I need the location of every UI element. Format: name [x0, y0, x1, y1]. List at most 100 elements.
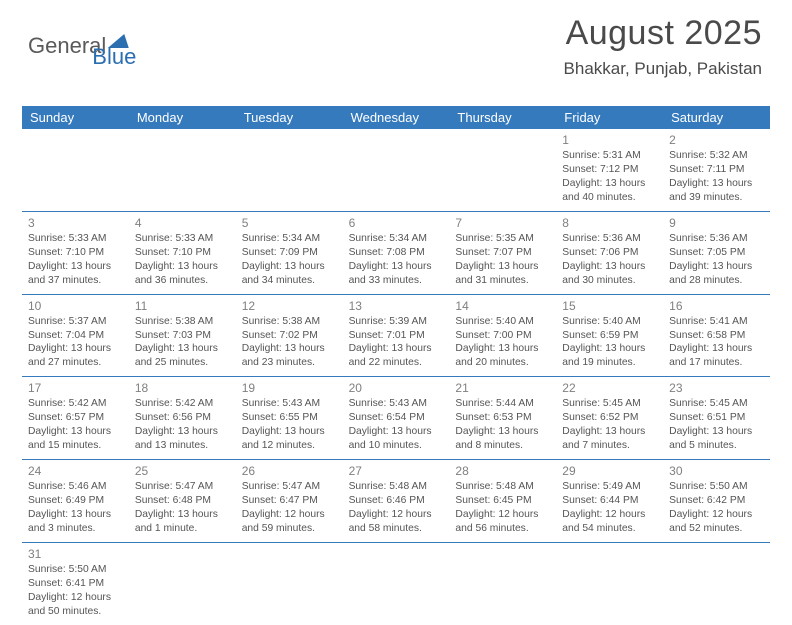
day-number: 1 — [562, 132, 657, 148]
calendar-cell: 21Sunrise: 5:44 AMSunset: 6:53 PMDayligh… — [449, 377, 556, 460]
calendar-cell: 29Sunrise: 5:49 AMSunset: 6:44 PMDayligh… — [556, 460, 663, 543]
day-number: 21 — [455, 380, 550, 396]
day-detail-line: Daylight: 12 hours — [349, 508, 444, 522]
day-detail-line: Sunset: 7:00 PM — [455, 329, 550, 343]
day-detail-line: and 31 minutes. — [455, 274, 550, 288]
calendar-cell: 6Sunrise: 5:34 AMSunset: 7:08 PMDaylight… — [343, 212, 450, 295]
day-detail-line: Sunset: 6:42 PM — [669, 494, 764, 508]
calendar-cell: 15Sunrise: 5:40 AMSunset: 6:59 PMDayligh… — [556, 295, 663, 378]
day-number: 8 — [562, 215, 657, 231]
day-detail-line: and 13 minutes. — [135, 439, 230, 453]
day-detail-line: Sunrise: 5:42 AM — [135, 397, 230, 411]
day-detail-line: Daylight: 13 hours — [135, 425, 230, 439]
day-detail-line: Sunset: 7:11 PM — [669, 163, 764, 177]
day-number: 16 — [669, 298, 764, 314]
day-detail-line: Daylight: 13 hours — [28, 260, 123, 274]
calendar-cell: 17Sunrise: 5:42 AMSunset: 6:57 PMDayligh… — [22, 377, 129, 460]
day-detail-line: and 37 minutes. — [28, 274, 123, 288]
calendar-cell: 23Sunrise: 5:45 AMSunset: 6:51 PMDayligh… — [663, 377, 770, 460]
day-detail-line: Sunrise: 5:36 AM — [562, 232, 657, 246]
calendar-cell: 11Sunrise: 5:38 AMSunset: 7:03 PMDayligh… — [129, 295, 236, 378]
weekday-header: Friday — [556, 106, 663, 129]
weekday-header: Tuesday — [236, 106, 343, 129]
day-detail-line: Sunrise: 5:41 AM — [669, 315, 764, 329]
day-number: 6 — [349, 215, 444, 231]
calendar: Sunday Monday Tuesday Wednesday Thursday… — [22, 106, 770, 625]
day-detail-line: Sunrise: 5:46 AM — [28, 480, 123, 494]
day-detail-line: Sunrise: 5:50 AM — [28, 563, 123, 577]
day-detail-line: Sunset: 6:51 PM — [669, 411, 764, 425]
day-detail-line: Daylight: 13 hours — [455, 342, 550, 356]
day-detail-line: Sunrise: 5:47 AM — [242, 480, 337, 494]
calendar-cell — [129, 543, 236, 625]
calendar-cell: 20Sunrise: 5:43 AMSunset: 6:54 PMDayligh… — [343, 377, 450, 460]
day-detail-line: and 19 minutes. — [562, 356, 657, 370]
day-detail-line: Sunrise: 5:43 AM — [349, 397, 444, 411]
calendar-cell: 16Sunrise: 5:41 AMSunset: 6:58 PMDayligh… — [663, 295, 770, 378]
day-detail-line: Sunset: 6:48 PM — [135, 494, 230, 508]
day-detail-line: Daylight: 13 hours — [669, 260, 764, 274]
day-detail-line: Daylight: 13 hours — [28, 425, 123, 439]
day-detail-line: Sunset: 7:03 PM — [135, 329, 230, 343]
day-detail-line: and 33 minutes. — [349, 274, 444, 288]
calendar-cell: 1Sunrise: 5:31 AMSunset: 7:12 PMDaylight… — [556, 129, 663, 212]
day-detail-line: Sunset: 6:57 PM — [28, 411, 123, 425]
day-detail-line: and 58 minutes. — [349, 522, 444, 536]
day-detail-line: and 20 minutes. — [455, 356, 550, 370]
day-detail-line: Daylight: 13 hours — [562, 425, 657, 439]
calendar-cell: 25Sunrise: 5:47 AMSunset: 6:48 PMDayligh… — [129, 460, 236, 543]
day-detail-line: Sunset: 6:45 PM — [455, 494, 550, 508]
day-number: 4 — [135, 215, 230, 231]
day-detail-line: and 34 minutes. — [242, 274, 337, 288]
day-detail-line: and 1 minute. — [135, 522, 230, 536]
calendar-body: 1Sunrise: 5:31 AMSunset: 7:12 PMDaylight… — [22, 129, 770, 625]
day-detail-line: Daylight: 13 hours — [562, 260, 657, 274]
calendar-cell — [663, 543, 770, 625]
day-detail-line: and 15 minutes. — [28, 439, 123, 453]
calendar-cell — [236, 129, 343, 212]
day-number: 14 — [455, 298, 550, 314]
day-number: 28 — [455, 463, 550, 479]
day-detail-line: Sunset: 6:47 PM — [242, 494, 337, 508]
day-detail-line: and 52 minutes. — [669, 522, 764, 536]
day-detail-line: Sunrise: 5:35 AM — [455, 232, 550, 246]
day-number: 19 — [242, 380, 337, 396]
calendar-cell: 19Sunrise: 5:43 AMSunset: 6:55 PMDayligh… — [236, 377, 343, 460]
day-number: 13 — [349, 298, 444, 314]
day-detail-line: Sunset: 7:08 PM — [349, 246, 444, 260]
calendar-cell: 22Sunrise: 5:45 AMSunset: 6:52 PMDayligh… — [556, 377, 663, 460]
day-number: 7 — [455, 215, 550, 231]
day-detail-line: Daylight: 13 hours — [135, 342, 230, 356]
day-detail-line: Sunrise: 5:34 AM — [349, 232, 444, 246]
day-detail-line: and 8 minutes. — [455, 439, 550, 453]
day-detail-line: Sunrise: 5:39 AM — [349, 315, 444, 329]
day-detail-line: Daylight: 13 hours — [135, 508, 230, 522]
day-detail-line: Sunrise: 5:48 AM — [455, 480, 550, 494]
day-detail-line: Sunset: 6:46 PM — [349, 494, 444, 508]
day-detail-line: and 27 minutes. — [28, 356, 123, 370]
day-detail-line: Daylight: 12 hours — [455, 508, 550, 522]
day-detail-line: Daylight: 13 hours — [669, 177, 764, 191]
calendar-cell: 7Sunrise: 5:35 AMSunset: 7:07 PMDaylight… — [449, 212, 556, 295]
day-detail-line: Sunset: 7:09 PM — [242, 246, 337, 260]
day-detail-line: Daylight: 13 hours — [669, 425, 764, 439]
day-number: 24 — [28, 463, 123, 479]
calendar-cell — [343, 129, 450, 212]
day-number: 26 — [242, 463, 337, 479]
day-number: 17 — [28, 380, 123, 396]
location-text: Bhakkar, Punjab, Pakistan — [564, 59, 762, 79]
logo: General Blue — [28, 22, 136, 70]
day-detail-line: Daylight: 13 hours — [242, 425, 337, 439]
day-detail-line: Sunset: 6:58 PM — [669, 329, 764, 343]
weekday-header: Wednesday — [343, 106, 450, 129]
day-detail-line: Daylight: 12 hours — [669, 508, 764, 522]
day-detail-line: Sunrise: 5:40 AM — [562, 315, 657, 329]
day-detail-line: Sunrise: 5:38 AM — [242, 315, 337, 329]
day-detail-line: and 59 minutes. — [242, 522, 337, 536]
day-detail-line: and 30 minutes. — [562, 274, 657, 288]
day-number: 30 — [669, 463, 764, 479]
day-detail-line: Sunrise: 5:38 AM — [135, 315, 230, 329]
day-detail-line: Sunrise: 5:43 AM — [242, 397, 337, 411]
day-detail-line: Daylight: 13 hours — [135, 260, 230, 274]
calendar-cell: 18Sunrise: 5:42 AMSunset: 6:56 PMDayligh… — [129, 377, 236, 460]
